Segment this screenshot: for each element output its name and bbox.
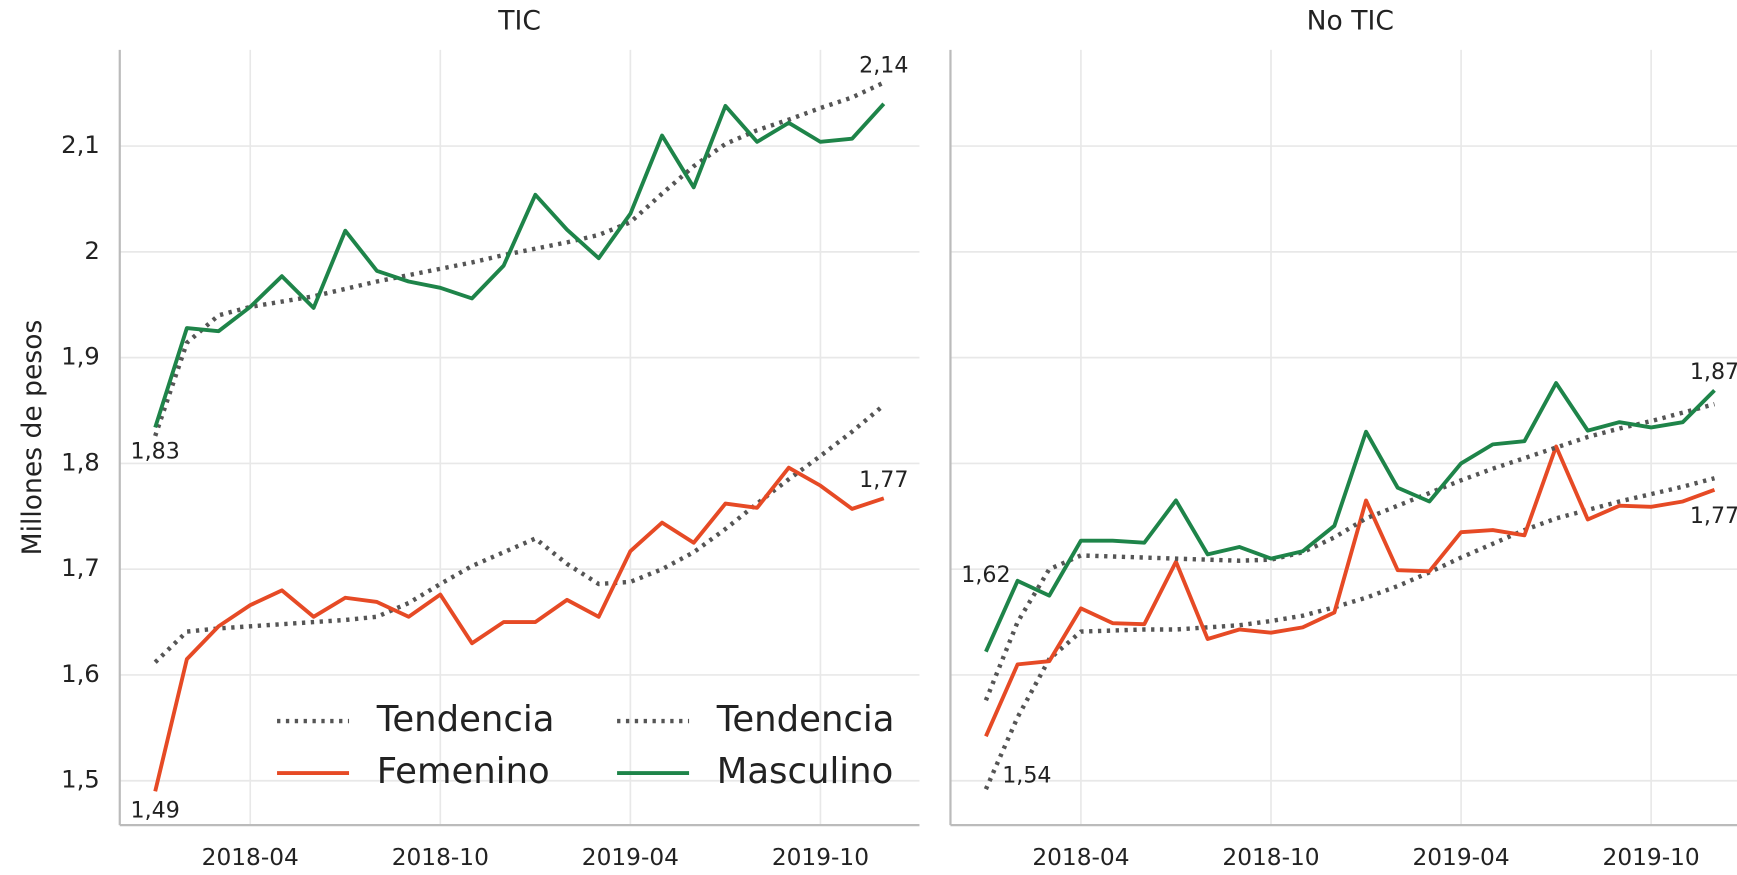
x-tick-label: 2019-04	[1412, 844, 1509, 871]
y-tick-label: 1,7	[61, 553, 100, 582]
data-label: 1,49	[131, 798, 180, 824]
legend-label: Masculino	[717, 751, 894, 792]
trend-line	[153, 403, 886, 664]
y-tick-label: 2,1	[61, 130, 100, 159]
panel-title: TIC	[497, 6, 541, 37]
series-line	[984, 444, 1716, 738]
data-label: 1,62	[961, 562, 1010, 588]
x-tick-label: 2018-10	[392, 844, 489, 871]
legend-label: Tendencia	[716, 699, 895, 740]
x-tick-label: 2019-10	[772, 844, 869, 871]
y-tick-label: 1,8	[61, 447, 100, 476]
y-tick-label: 2	[84, 236, 100, 265]
series-line	[153, 102, 886, 429]
trend-line	[983, 476, 1716, 791]
y-axis-label: Millones de pesos	[17, 320, 48, 556]
data-label: 1,54	[1002, 763, 1051, 789]
x-tick-label: 2018-10	[1222, 844, 1319, 871]
legend-label: Femenino	[377, 751, 550, 792]
data-label: 1,87	[1690, 359, 1737, 385]
series-line	[984, 381, 1716, 653]
data-label: 1,83	[131, 438, 180, 464]
legend-label: Tendencia	[376, 699, 555, 740]
y-tick-label: 1,9	[61, 342, 100, 371]
y-tick-label: 1,5	[61, 765, 100, 794]
data-label: 1,77	[1690, 503, 1737, 529]
x-tick-label: 2019-10	[1603, 844, 1700, 871]
data-label: 1,77	[859, 467, 908, 493]
panel-title: No TIC	[1307, 6, 1394, 37]
trend-line	[153, 80, 885, 437]
trend-line	[983, 402, 1716, 702]
data-label: 2,14	[859, 53, 908, 79]
series-line	[153, 465, 885, 792]
y-tick-label: 1,6	[61, 659, 100, 688]
x-tick-label: 2018-04	[1032, 844, 1129, 871]
x-tick-label: 2018-04	[202, 844, 299, 871]
x-tick-label: 2019-04	[582, 844, 679, 871]
